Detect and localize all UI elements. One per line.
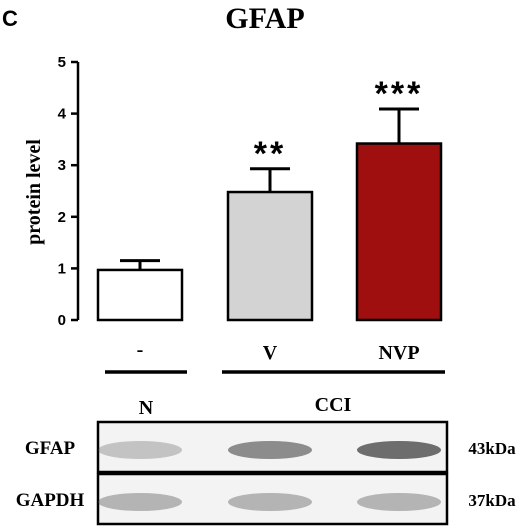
blot-band [357, 493, 441, 511]
blot-row-frame [96, 472, 449, 526]
y-tick-label: 1 [58, 260, 66, 277]
chart-axes: 0 1 2 3 4 5 [58, 54, 80, 329]
category-label: V [263, 342, 278, 364]
y-tick-label: 4 [58, 106, 67, 123]
blot-band [228, 493, 312, 511]
western-blot: GFAP 43kDa GAPDH 37kDa [16, 420, 516, 526]
blot-size-label: 43kDa [468, 439, 516, 458]
significance-marker: *** [375, 75, 424, 113]
blot-protein-label: GAPDH [16, 490, 85, 511]
blot-protein-label: GFAP [25, 438, 76, 459]
y-axis-label: protein level [23, 139, 45, 245]
y-tick-label: 2 [58, 209, 66, 226]
blot-size-label: 37kDa [468, 491, 516, 510]
blot-band [357, 441, 441, 459]
chart-title: GFAP [225, 2, 304, 35]
significance-marker: ** [254, 135, 286, 173]
bar [96, 268, 184, 322]
blot-band [98, 493, 182, 511]
group-label-cci: CCI [315, 394, 352, 416]
bar [355, 142, 443, 322]
blot-band [228, 441, 312, 459]
y-tick-label: 5 [58, 54, 66, 71]
category-label: - [137, 339, 144, 361]
blot-band [98, 441, 182, 459]
y-tick-label: 3 [58, 157, 66, 174]
category-label: NVP [378, 342, 419, 364]
bars-layer: - ** V *** NVP [96, 75, 443, 364]
y-tick-label: 0 [58, 312, 66, 329]
group-label-n: N [139, 397, 154, 419]
panel-label: C [2, 6, 18, 31]
bar [226, 190, 314, 322]
